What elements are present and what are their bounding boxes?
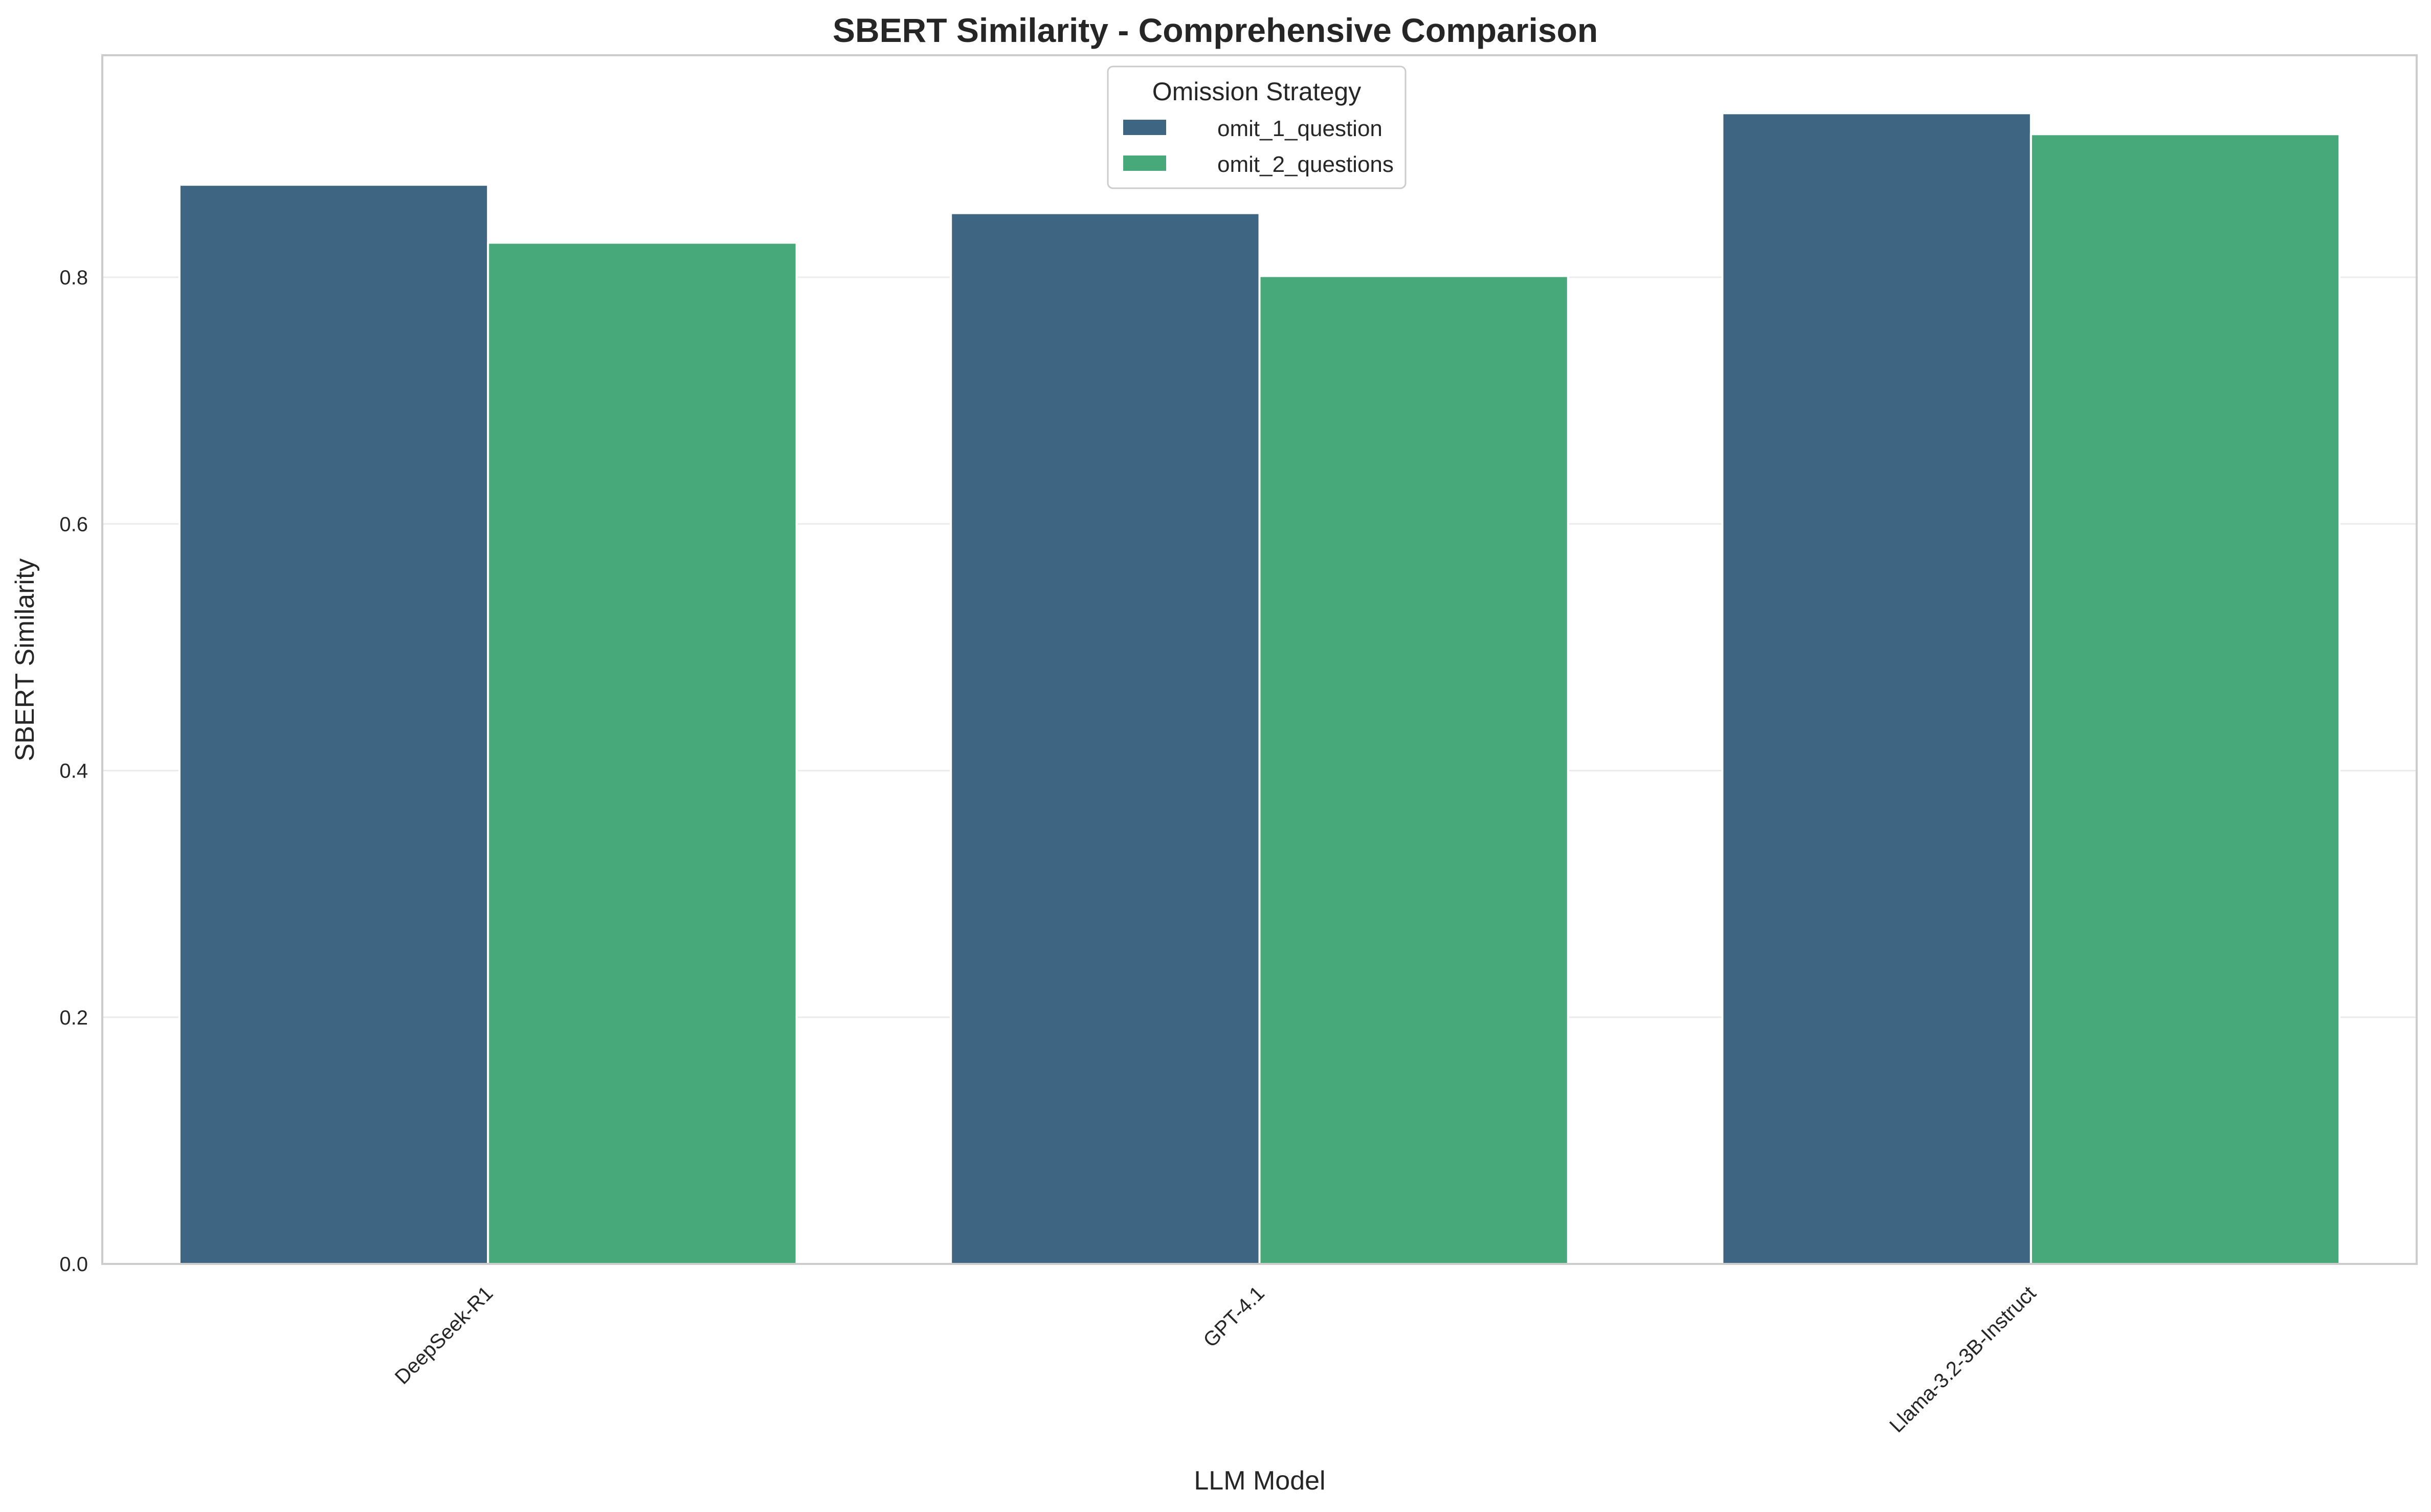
y-tick-label: 0.4 (59, 760, 88, 783)
chart-title: SBERT Similarity - Comprehensive Compari… (833, 11, 1598, 49)
bar-omit-2-questions-deepseek-r1 (487, 241, 798, 1265)
y-tick-label: 0.6 (59, 513, 88, 536)
legend-swatch-omit-2-questions (1123, 155, 1166, 171)
bar-omit-2-questions-llama-3-2-3b-instruct (2029, 133, 2341, 1265)
bar-omit-1-question-llama-3-2-3b-instruct (1721, 112, 2032, 1265)
y-axis-label: SBERT Similarity (10, 559, 40, 762)
bar-omit-1-question-gpt-4-1 (950, 212, 1261, 1265)
bar-omit-1-question-deepseek-r1 (178, 184, 489, 1265)
legend: Omission Strategy omit_1_question omit_2… (1107, 65, 1407, 189)
x-axis-label: LLM Model (1194, 1466, 1325, 1496)
bar-omit-2-questions-gpt-4-1 (1258, 275, 1569, 1265)
y-tick-label: 0.2 (59, 1007, 88, 1029)
legend-title: Omission Strategy (1152, 77, 1361, 106)
legend-label-omit-1-question: omit_1_question (1217, 116, 1382, 141)
legend-label-omit-2-questions: omit_2_questions (1217, 152, 1394, 177)
y-tick-label: 0.8 (59, 266, 88, 289)
y-tick-label: 0.0 (59, 1253, 88, 1276)
plot-frame (101, 54, 2418, 1265)
legend-box (1107, 65, 1407, 189)
legend-swatch-omit-1-question (1123, 120, 1166, 135)
